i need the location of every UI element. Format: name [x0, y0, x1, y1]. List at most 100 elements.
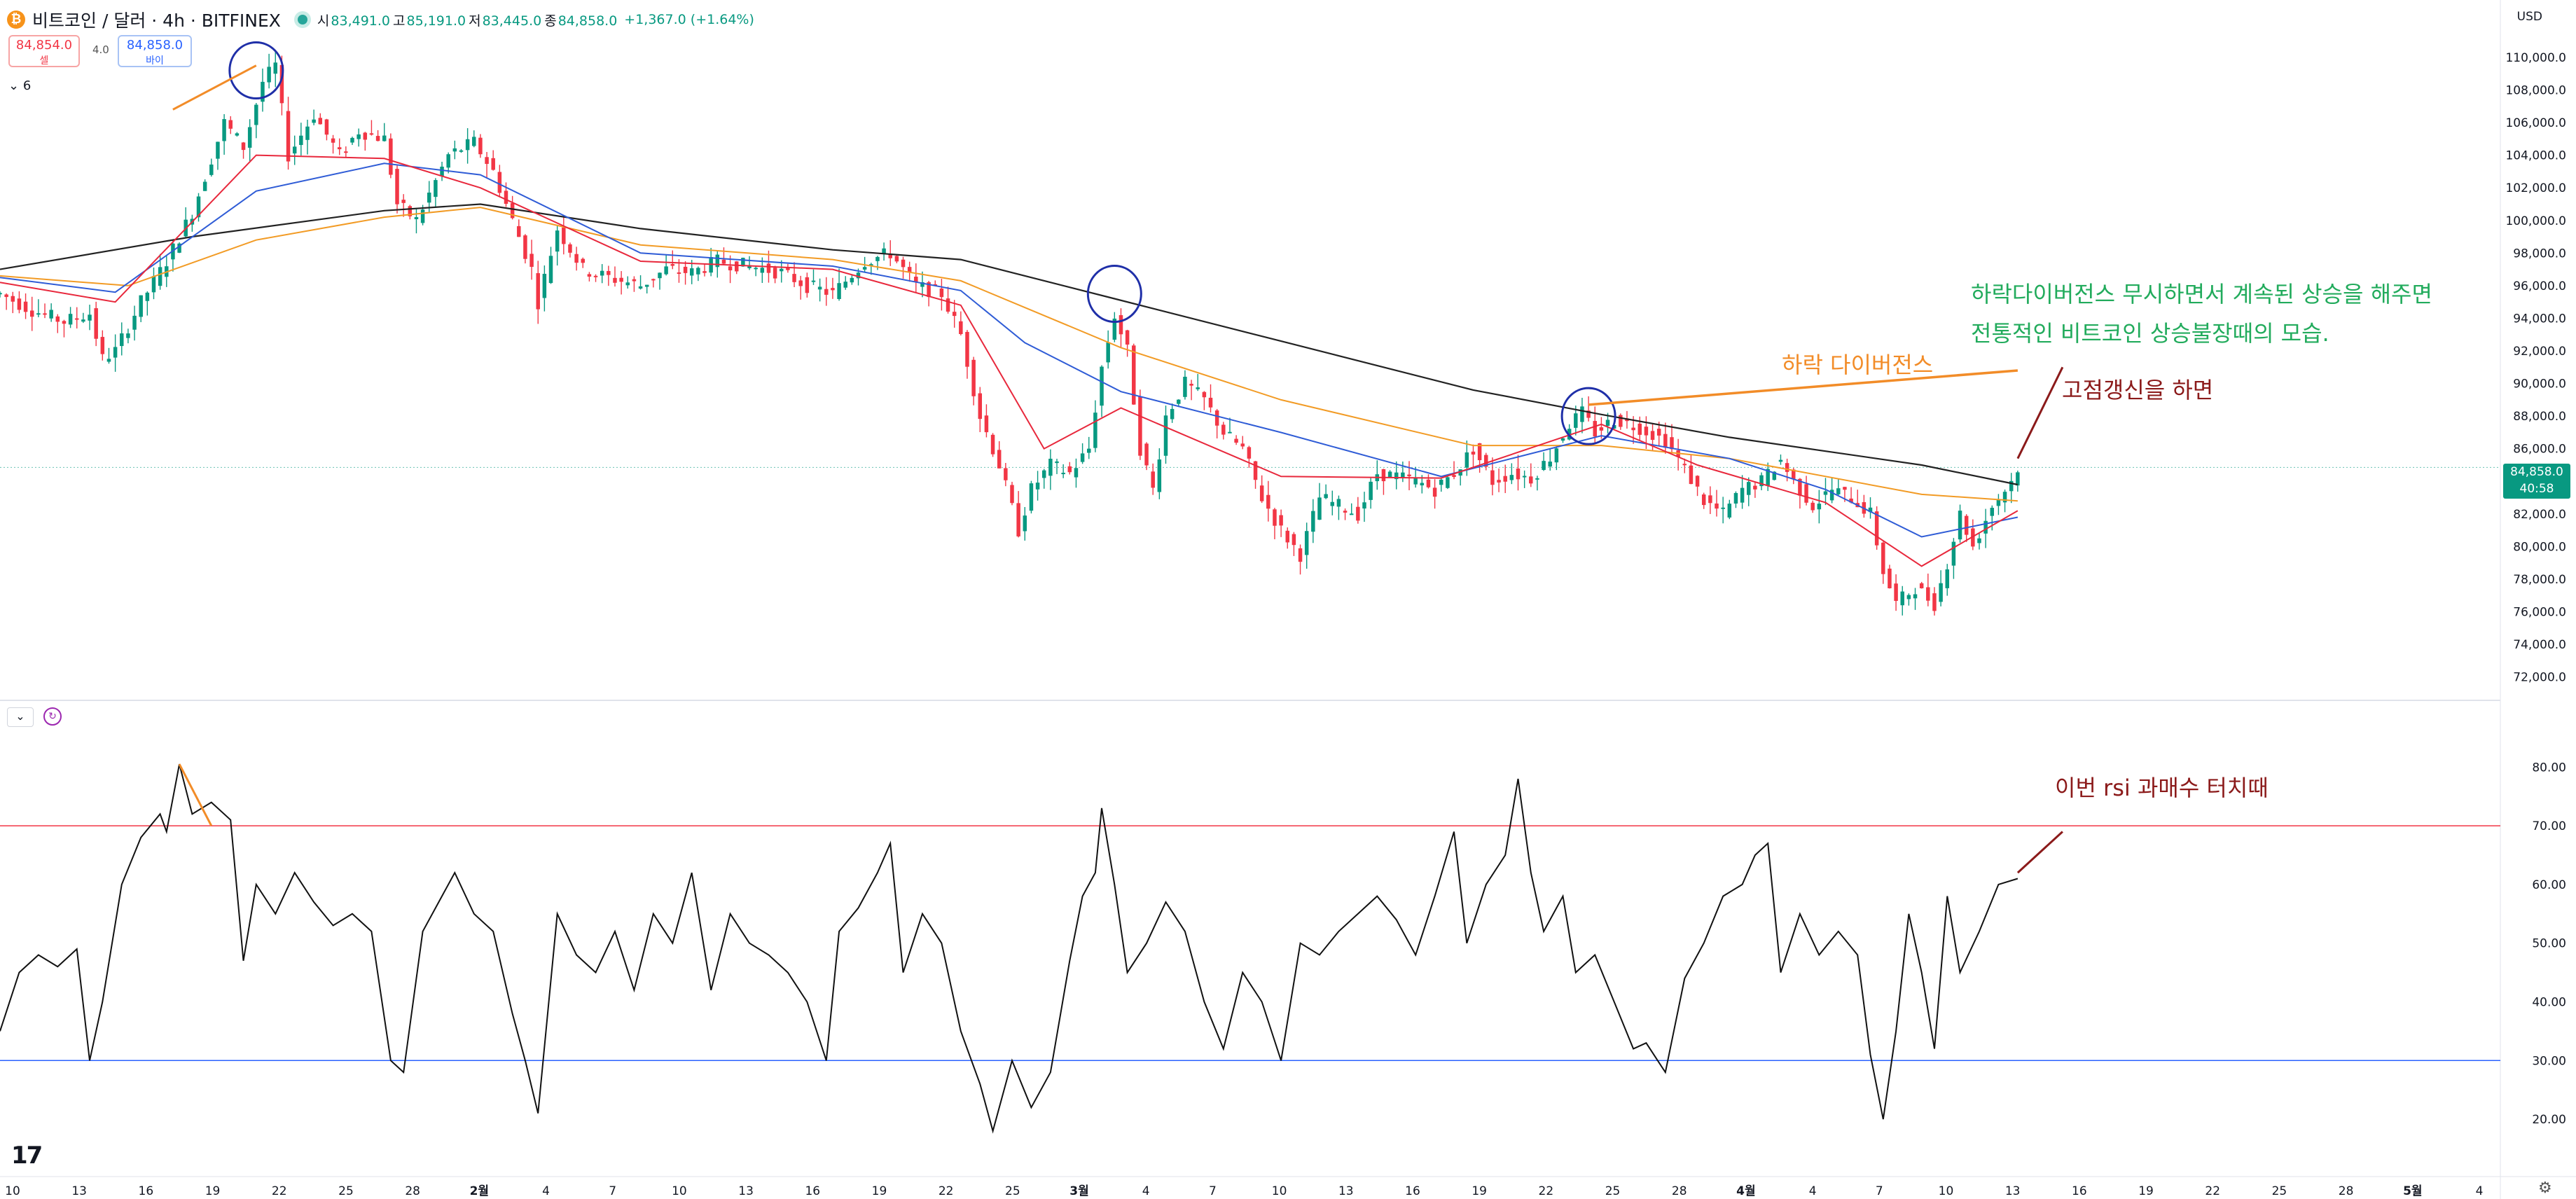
candle-body [1823, 491, 1828, 495]
candle-body [1740, 487, 1745, 503]
candle-body [741, 258, 745, 267]
candle-body [23, 301, 28, 312]
candle-body [420, 209, 425, 223]
candle-body [1446, 477, 1450, 488]
candle-body [1259, 485, 1264, 501]
candle-body [1125, 330, 1130, 345]
candle-body [1733, 492, 1738, 504]
candle-body [1074, 468, 1079, 478]
candle-body [1785, 463, 1789, 472]
candle-body [625, 282, 630, 286]
price-axis-tick: 102,000.0 [2505, 181, 2566, 195]
candle-body [1477, 443, 1482, 461]
candle-body [267, 67, 271, 83]
candle-body [1177, 399, 1181, 404]
indicator-legend-toggle[interactable]: ⌄ 6 [8, 78, 32, 93]
candle-body [158, 267, 162, 286]
candle-body [363, 132, 368, 140]
candle-body [1273, 509, 1277, 526]
candle-body [1798, 478, 1802, 496]
ohlc-low: 저 83,445.0 [469, 13, 542, 29]
candle-body [1503, 476, 1507, 482]
candle-body [1727, 504, 1732, 518]
time-axis-tick: 4 [1142, 1184, 1150, 1198]
price-axis-tick: 100,000.0 [2505, 214, 2566, 228]
candle-body [619, 277, 623, 282]
price-axis-tick: 88,000.0 [2513, 410, 2566, 424]
rsi-overbought-arrow [2016, 831, 2063, 874]
candle-body [1939, 583, 1943, 602]
candle-body [324, 119, 329, 135]
candle-body [113, 347, 118, 358]
time-axis-tick: 10 [1939, 1184, 1954, 1198]
time-axis-tick: 13 [738, 1184, 754, 1198]
tradingview-logo[interactable]: 17 [11, 1142, 43, 1170]
candle-body [344, 151, 348, 153]
price-axis-tick: 108,000.0 [2505, 83, 2566, 97]
gear-icon[interactable]: ⚙ [2538, 1179, 2552, 1197]
time-axis-tick: 28 [405, 1184, 420, 1198]
candle-body [939, 288, 944, 298]
candle-body [1208, 397, 1213, 408]
highlight-circle [228, 41, 284, 100]
candle-body [222, 119, 226, 141]
candle-body [1016, 503, 1020, 536]
candle-body [1516, 469, 1521, 480]
candle-body [1560, 438, 1565, 441]
candle-body [1247, 447, 1252, 459]
time-axis-tick: 10 [5, 1184, 20, 1198]
candle-body [485, 157, 489, 165]
candle-body [1574, 413, 1578, 428]
candle-body [401, 200, 406, 203]
candle-body [613, 277, 617, 283]
candle-body [75, 318, 79, 320]
divergence-note-line2: 전통적인 비트코인 상승불장때의 모습. [1971, 320, 2329, 347]
candle-body [43, 313, 47, 315]
candle-body [1087, 448, 1091, 453]
time-axis-tick: 10 [1272, 1184, 1287, 1198]
candle-body [1304, 531, 1309, 555]
candle-body [1100, 366, 1104, 406]
buy-button[interactable]: 84,858.0 바이 [118, 35, 192, 67]
candle-body [869, 264, 873, 266]
candle-body [0, 293, 2, 295]
time-axis-tick: 19 [205, 1184, 221, 1198]
candle-body [1343, 511, 1348, 513]
moving-average-black [0, 203, 2018, 486]
candle-body [1010, 485, 1014, 504]
rsi-pane-collapse-button[interactable]: ⌄ [7, 707, 34, 727]
candle-body [780, 268, 784, 272]
candle-body [1580, 406, 1584, 422]
candle-body [978, 393, 983, 420]
price-axis-tick: 98,000.0 [2513, 247, 2566, 261]
candle-body [1983, 520, 1988, 534]
candle-body [1432, 487, 1437, 497]
candle-body [94, 308, 98, 339]
candle-body [1279, 515, 1283, 526]
candle-body [1971, 528, 1975, 547]
candle-body [959, 321, 963, 334]
time-axis-tick: 22 [272, 1184, 287, 1198]
candle-body [1151, 471, 1155, 488]
candle-body [1849, 498, 1853, 503]
peak-trend-line [172, 64, 257, 111]
time-axis-tick: 13 [71, 1184, 87, 1198]
candle-body [1548, 462, 1552, 467]
candle-body [1689, 465, 1694, 485]
rsi-refresh-icon[interactable]: ↻ [43, 707, 62, 726]
candle-body [1670, 437, 1674, 450]
currency-label[interactable]: USD [2516, 10, 2542, 24]
sell-button[interactable]: 84,854.0 셀 [8, 35, 80, 67]
candle-body [1144, 443, 1149, 466]
ohlc-open: 시 83,491.0 [317, 13, 391, 29]
time-axis-tick: 19 [2138, 1184, 2154, 1198]
candle-body [1029, 483, 1034, 511]
candle-body [1112, 318, 1117, 340]
candle-body [888, 254, 892, 258]
time-axis-tick: 13 [2005, 1184, 2021, 1198]
candle-body [1746, 482, 1751, 495]
symbol-title[interactable]: 비트코인 / 달러 · 4h · BITFINEX [32, 11, 281, 31]
price-axis-tick: 94,000.0 [2513, 312, 2566, 326]
candle-body [273, 62, 278, 74]
